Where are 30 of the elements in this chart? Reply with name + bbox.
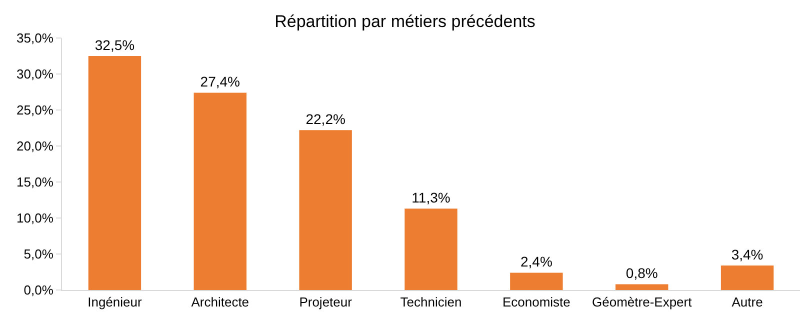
y-tick-label: 5,0%: [24, 246, 54, 262]
data-label: 3,4%: [731, 246, 764, 263]
bar: [616, 284, 668, 290]
data-label: 2,4%: [520, 254, 552, 270]
x-tick-label: Géomètre-Expert: [592, 294, 692, 310]
x-tick-label: Economiste: [502, 294, 570, 310]
bar: [88, 56, 142, 290]
data-label: 11,3%: [412, 190, 450, 206]
x-tick-label: Technicien: [400, 294, 462, 310]
bar: [404, 208, 458, 290]
x-tick-label: Projeteur: [299, 294, 353, 310]
y-tick-label: 10,0%: [16, 210, 54, 226]
y-tick-label: 25,0%: [16, 102, 54, 118]
x-tick-label: Autre: [732, 294, 763, 310]
data-label: 27,4%: [200, 74, 240, 90]
bar: [299, 130, 352, 290]
y-tick-label: 15,0%: [16, 174, 54, 190]
x-tick-label: Ingénieur: [88, 294, 142, 310]
y-tick-label: 0,0%: [24, 282, 54, 298]
data-label: 32,5%: [94, 37, 135, 53]
data-label: 22,2%: [306, 111, 346, 128]
bar: [720, 266, 774, 290]
y-tick-label: 35,0%: [16, 30, 54, 46]
x-tick-label: Architecte: [191, 294, 250, 310]
chart-title: Répartition par métiers précédents: [274, 12, 536, 31]
data-label: 0,8%: [626, 265, 658, 282]
bar: [510, 272, 563, 290]
bar: [194, 92, 246, 290]
y-tick-label: 30,0%: [16, 66, 54, 82]
y-tick-label: 20,0%: [16, 138, 54, 154]
